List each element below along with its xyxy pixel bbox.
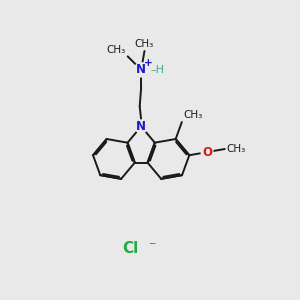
Text: –H: –H	[150, 65, 164, 75]
Text: CH₃: CH₃	[226, 144, 245, 154]
Text: N: N	[136, 120, 146, 133]
Circle shape	[134, 63, 148, 77]
Text: CH₃: CH₃	[106, 45, 125, 55]
Text: ⁻: ⁻	[148, 239, 155, 253]
Text: CH₃: CH₃	[183, 110, 202, 120]
Text: N: N	[136, 63, 146, 76]
Text: O: O	[202, 146, 212, 159]
Text: +: +	[144, 58, 153, 68]
Text: CH₃: CH₃	[135, 39, 154, 49]
Text: Cl: Cl	[123, 241, 139, 256]
Circle shape	[201, 146, 213, 158]
Circle shape	[135, 120, 148, 133]
